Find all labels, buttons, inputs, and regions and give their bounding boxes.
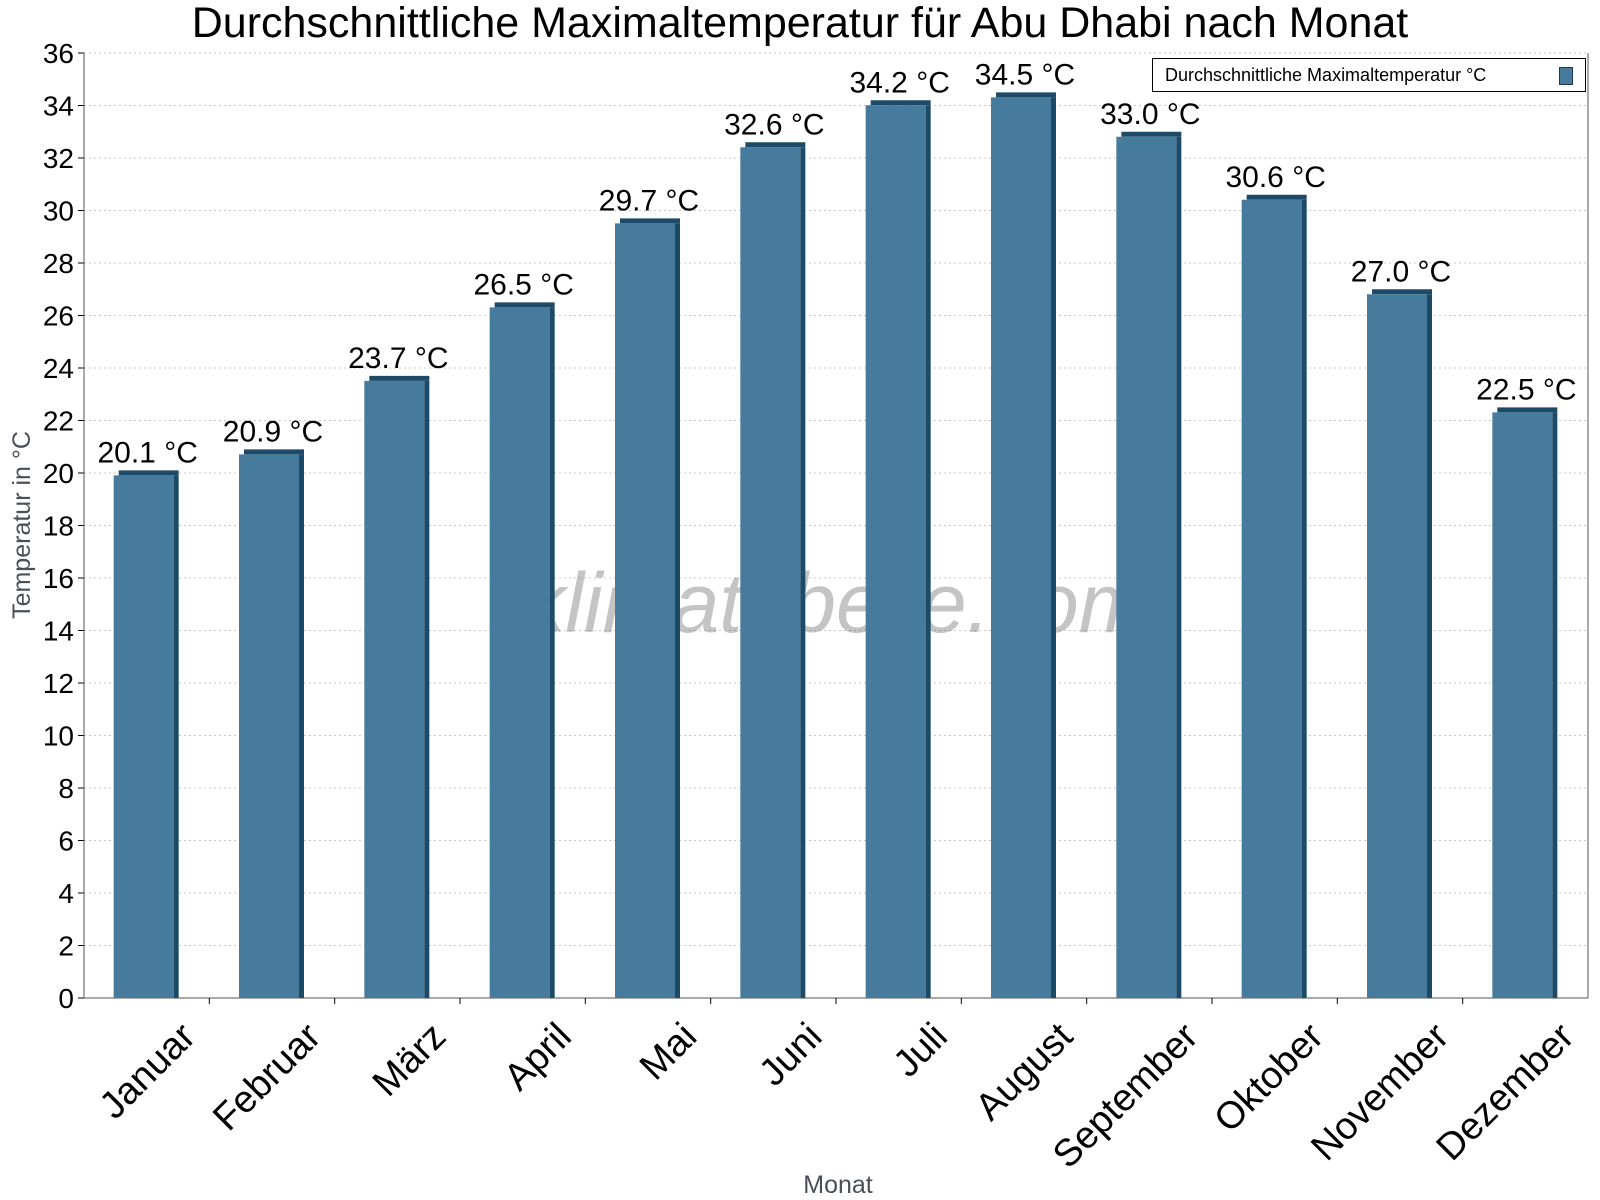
- x-tick-label: April: [496, 1015, 579, 1098]
- data-label: 34.5 °C: [975, 58, 1075, 91]
- bar: [1367, 294, 1427, 998]
- bar-side: [173, 475, 179, 998]
- bar-top: [996, 92, 1056, 98]
- y-tick-label: 6: [58, 826, 74, 857]
- x-tick-label: März: [365, 1015, 454, 1104]
- bar: [1241, 199, 1302, 998]
- bar-side: [424, 380, 430, 998]
- y-tick-label: 30: [43, 196, 74, 227]
- legend-label: Durchschnittliche Maximaltemperatur °C: [1165, 65, 1487, 85]
- bar-top: [870, 100, 931, 106]
- y-tick-label: 28: [43, 248, 74, 279]
- x-tick-label: Januar: [92, 1015, 204, 1127]
- x-tick-label: Mai: [632, 1015, 705, 1088]
- bar-top: [1246, 194, 1307, 200]
- y-tick-label: 18: [43, 511, 74, 542]
- bar-top: [244, 449, 304, 455]
- y-tick-label: 22: [43, 406, 74, 437]
- y-tick-label: 16: [43, 563, 74, 594]
- x-axis-title: Monat: [803, 1171, 873, 1199]
- y-tick-label: 20: [43, 458, 74, 489]
- bar-top: [1497, 407, 1558, 413]
- data-label: 22.5 °C: [1476, 373, 1576, 406]
- bar-side: [299, 454, 304, 998]
- data-label: 32.6 °C: [724, 108, 824, 141]
- data-label: 20.9 °C: [223, 415, 323, 448]
- bar-side: [1427, 294, 1432, 998]
- y-tick-label: 32: [43, 143, 74, 174]
- data-label: 27.0 °C: [1351, 255, 1451, 288]
- legend: Durchschnittliche Maximaltemperatur °C: [1152, 58, 1586, 92]
- bar: [740, 147, 801, 998]
- bar-top: [745, 142, 806, 148]
- data-label: 26.5 °C: [473, 268, 573, 301]
- y-tick-label: 34: [43, 91, 74, 122]
- x-tick-label: Dezember: [1429, 1015, 1583, 1169]
- bar: [489, 307, 550, 998]
- bar: [615, 223, 675, 998]
- bar-top: [1372, 289, 1432, 295]
- bar: [1492, 412, 1553, 998]
- y-tick-label: 10: [43, 721, 74, 752]
- data-label: 34.2 °C: [849, 66, 949, 99]
- bar: [113, 475, 174, 998]
- bar-side: [1176, 136, 1182, 998]
- y-tick-label: 14: [43, 616, 74, 647]
- legend-swatch: [1559, 67, 1573, 85]
- bar: [991, 97, 1051, 998]
- bar: [364, 380, 425, 998]
- y-tick-label: 36: [43, 38, 74, 69]
- x-tick-label: Februar: [205, 1015, 329, 1139]
- data-label: 20.1 °C: [97, 436, 197, 469]
- bar: [865, 105, 926, 998]
- bar-side: [675, 223, 680, 998]
- bar: [239, 454, 299, 998]
- bar-side: [1552, 412, 1558, 998]
- bar-top: [494, 302, 555, 308]
- y-tick-label: 2: [58, 931, 74, 962]
- bar: [1116, 136, 1177, 998]
- data-label: 29.7 °C: [599, 184, 699, 217]
- data-label: 33.0 °C: [1100, 98, 1200, 131]
- data-label: 30.6 °C: [1225, 161, 1325, 194]
- y-tick-label: 26: [43, 301, 74, 332]
- bar-side: [1301, 199, 1307, 998]
- bar-top: [1121, 131, 1182, 137]
- bar-side: [925, 105, 931, 998]
- bar-side: [1051, 97, 1056, 998]
- x-tick-label: Juni: [751, 1015, 830, 1094]
- y-axis-title: Temperatur in °C: [8, 431, 36, 619]
- bar-side: [549, 307, 555, 998]
- x-tick-label: August: [968, 1015, 1082, 1129]
- y-tick-label: 8: [58, 773, 74, 804]
- y-tick-label: 4: [58, 878, 74, 909]
- bar-top: [620, 218, 680, 224]
- x-tick-label: Oktober: [1206, 1015, 1332, 1141]
- y-tick-label: 24: [43, 353, 74, 384]
- chart-title: Durchschnittliche Maximaltemperatur für …: [191, 0, 1409, 47]
- data-label: 23.7 °C: [348, 342, 448, 375]
- bar-side: [800, 147, 806, 998]
- y-tick-label: 0: [58, 983, 74, 1014]
- x-tick-label: Juli: [886, 1015, 956, 1085]
- y-tick-label: 12: [43, 668, 74, 699]
- bar-top: [118, 470, 179, 476]
- bar-top: [369, 375, 430, 381]
